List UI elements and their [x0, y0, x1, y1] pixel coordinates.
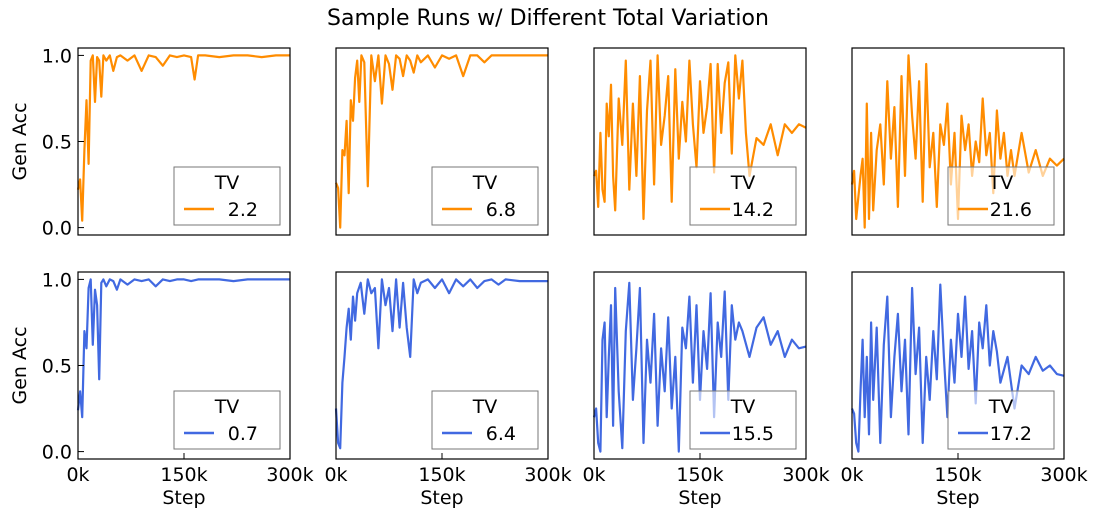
y-tick-label: 0.5	[42, 132, 72, 154]
y-tick-label: 0.5	[42, 356, 72, 378]
legend-box	[173, 390, 281, 450]
x-axis-label: Step	[678, 487, 721, 509]
axes-frame	[335, 47, 549, 236]
x-tick-label: 300k	[1040, 464, 1087, 486]
x-tick-label: 150k	[160, 464, 207, 486]
series-line	[334, 278, 548, 450]
legend-label: 6.8	[486, 199, 516, 221]
y-tick-label: 1.0	[42, 269, 72, 291]
subplot-1-3: TV 14.2	[592, 47, 807, 236]
x-tick-label: 0k	[582, 464, 605, 486]
legend-title: TV	[988, 172, 1014, 194]
x-tick-label: 150k	[676, 464, 723, 486]
x-axis-label: Step	[162, 487, 205, 509]
legend-label: 14.2	[732, 199, 774, 221]
x-tick-label: 300k	[782, 464, 829, 486]
legend-title: TV	[988, 396, 1014, 418]
figure-title: Sample Runs w/ Different Total Variation	[327, 6, 769, 31]
series-line	[592, 54, 807, 221]
x-tick-label: 0k	[324, 464, 347, 486]
y-tick-label: 0.0	[42, 442, 72, 464]
legend-label: 17.2	[990, 423, 1032, 445]
legend-box	[689, 390, 797, 450]
legend-box	[431, 166, 539, 226]
subplot-1-1: TV 2.2 0.0 0.5 1.0 Gen Acc	[9, 45, 291, 240]
legend-box	[947, 390, 1055, 450]
series-line	[76, 278, 290, 419]
legend-label: 0.7	[228, 423, 258, 445]
subplot-2-1: TV 0.7 0.0 0.5 1.0 0k 150k 300k Step Gen Acc	[9, 269, 314, 509]
x-axis-label: Step	[936, 487, 979, 509]
legend-box	[689, 166, 797, 226]
x-tick-label: 300k	[266, 464, 313, 486]
subplot-2-4: TV 17.2 0k 150k 300k Step	[840, 271, 1088, 509]
series-line	[850, 283, 1065, 453]
legend-title: TV	[730, 396, 756, 418]
legend-title: TV	[214, 396, 240, 418]
y-axis-label: Gen Acc	[9, 326, 31, 404]
subplot-2-2: TV 6.4 0k 150k 300k Step	[324, 271, 572, 509]
subplot-1-4: TV 21.6	[850, 47, 1065, 236]
legend-label: 21.6	[990, 199, 1032, 221]
series-line	[850, 54, 1065, 229]
series-line	[592, 281, 807, 453]
legend-label: 15.5	[732, 423, 774, 445]
subplot-2-3: TV 15.5 0k 150k 300k Step	[582, 271, 830, 509]
x-tick-label: 0k	[840, 464, 863, 486]
series-line	[334, 54, 548, 229]
legend-title: TV	[472, 396, 498, 418]
legend-box	[431, 390, 539, 450]
y-tick-label: 1.0	[42, 45, 72, 67]
legend-box	[173, 166, 281, 226]
x-axis-label: Step	[420, 487, 463, 509]
axes-frame	[851, 47, 1065, 236]
y-tick-label: 0.0	[42, 218, 72, 240]
y-axis-label: Gen Acc	[9, 102, 31, 180]
legend-title: TV	[214, 172, 240, 194]
legend-label: 2.2	[228, 199, 258, 221]
x-tick-label: 150k	[934, 464, 981, 486]
x-tick-label: 0k	[66, 464, 89, 486]
x-tick-label: 300k	[524, 464, 571, 486]
subplot-1-2: TV 6.8	[334, 47, 549, 236]
x-tick-label: 150k	[418, 464, 465, 486]
legend-title: TV	[472, 172, 498, 194]
legend-label: 6.4	[486, 423, 516, 445]
axes-frame	[593, 47, 807, 236]
legend-title: TV	[730, 172, 756, 194]
legend-box	[947, 166, 1055, 226]
